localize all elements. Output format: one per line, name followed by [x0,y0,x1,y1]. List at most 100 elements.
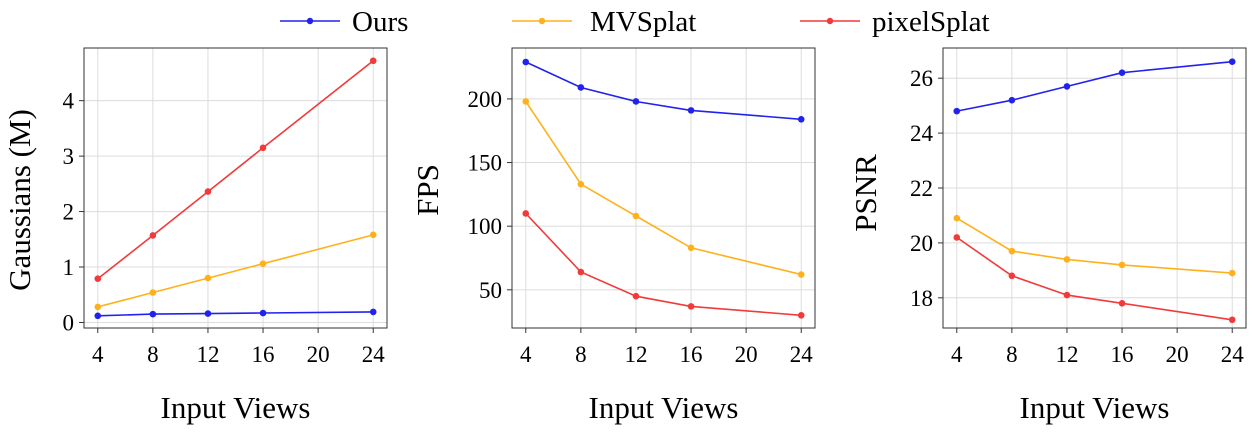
x-tick-label: 20 [1166,342,1189,367]
series-mvsplat [953,214,1236,277]
data-point [577,268,585,276]
y-axis-label: Gaussians (M) [2,109,37,291]
data-point [632,292,640,300]
y-tick-label: 50 [479,278,502,303]
data-point [687,303,695,310]
legend-swatch-marker [826,17,834,25]
series-line [956,60,1233,112]
series-line [525,101,802,276]
data-point [149,310,157,318]
data-point [1118,261,1126,269]
gridlines [512,48,815,328]
data-point [1008,247,1016,255]
gridlines [84,48,387,328]
data-point [259,144,267,152]
y-tick-label: 18 [910,286,933,311]
y-tick-label: 24 [910,121,934,146]
x-tick-label: 16 [252,342,275,367]
y-tick-label: 1 [63,255,75,280]
data-point [259,260,267,267]
series-ours [94,308,377,320]
data-point [953,214,961,222]
y-axis-label: FPS [410,164,445,216]
data-point [204,188,212,195]
legend-swatch-marker [306,17,314,25]
y-tick-label: 3 [63,144,75,169]
x-tick-label: 12 [1055,342,1078,367]
data-point [1063,256,1071,263]
data-point [797,115,805,123]
x-tick-label: 8 [1006,342,1018,367]
data-point [259,309,267,317]
gridlines [943,48,1246,328]
y-tick-label: 150 [468,151,503,176]
data-point [522,98,530,105]
y-tick-label: 2 [63,200,75,225]
series-ours [522,58,805,123]
y-tick-label: 200 [468,87,503,112]
x-tick-label: 16 [680,342,703,367]
x-tick-label: 12 [624,342,647,367]
plot-frame [511,47,816,329]
series-pixelsplat [94,57,377,282]
data-point [1118,69,1126,77]
data-point [577,84,585,91]
data-point [369,57,377,65]
legend-label: Ours [352,6,408,38]
data-point [953,234,961,241]
data-point [577,180,585,188]
data-point [1228,58,1236,66]
x-tick-label: 24 [1221,342,1245,367]
x-tick-label: 24 [790,342,814,367]
series-line [956,217,1233,274]
y-axis-label: PSNR [848,154,883,232]
chart-panel-3: 4 8 12 16 20 24 18 20 22 24 26 Input Views PSNR [848,47,1247,425]
data-point [632,212,640,220]
x-tick-label: 12 [196,342,219,367]
data-point [149,232,157,239]
x-tick-label: 4 [520,342,532,367]
legend-item-mvsplat: MVSplat [512,6,696,38]
x-tick-label: 20 [307,342,330,367]
data-point [94,275,102,282]
data-point [687,107,695,114]
legend-item-pixelsplat: pixelSplat [800,6,990,38]
data-point [204,310,212,317]
x-tick-label: 20 [735,342,758,367]
chart-panel-2: 4 8 12 16 20 24 50 100 150 200 Input Views FPS [410,47,816,425]
x-axis-label: Input Views [1020,390,1170,425]
data-point [1228,316,1236,324]
data-point [1228,269,1236,277]
x-tick-label: 24 [362,342,386,367]
series-line [956,236,1233,321]
data-point [632,98,640,105]
x-tick-label: 8 [147,342,159,367]
series-mvsplat [522,98,805,278]
series-line [525,61,802,121]
y-tick-label: 26 [910,66,933,91]
series-line [97,311,374,317]
data-point [522,58,530,66]
x-axis-label: Input Views [161,390,311,425]
x-tick-label: 4 [951,342,963,367]
data-point [687,244,695,252]
y-tick-label: 4 [63,89,75,114]
y-tick-label: 20 [910,231,933,256]
data-point [1008,272,1016,280]
legend-label: MVSplat [590,6,696,38]
y-tick-label: 100 [468,214,503,239]
data-point [369,231,377,239]
data-point [1118,299,1126,307]
x-axis-label: Input Views [589,390,739,425]
series-pixelsplat [953,234,1236,324]
legend: Ours MVSplat pixelSplat [280,6,990,38]
x-tick-label: 16 [1111,342,1134,367]
data-point [797,311,805,319]
legend-label: pixelSplat [872,6,990,38]
data-point [94,312,102,320]
y-tick-label: 0 [63,310,75,335]
x-tick-label: 8 [575,342,587,367]
data-point [797,271,805,278]
